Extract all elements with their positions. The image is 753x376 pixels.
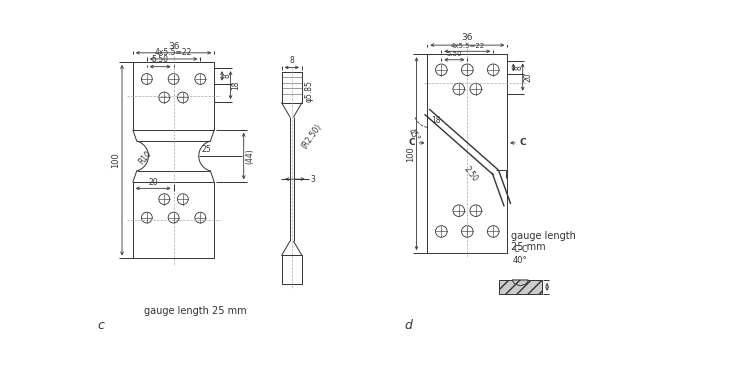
Text: 5.50: 5.50 — [447, 52, 462, 58]
Polygon shape — [513, 280, 528, 285]
Polygon shape — [513, 280, 528, 285]
Text: 5.50: 5.50 — [151, 55, 169, 64]
Text: 20: 20 — [523, 72, 532, 82]
Text: 8: 8 — [514, 65, 523, 70]
Text: 3: 3 — [311, 174, 316, 183]
Text: 4x5.5=22: 4x5.5=22 — [450, 43, 484, 49]
Text: c: c — [97, 318, 104, 332]
Text: 36: 36 — [462, 33, 473, 42]
Text: R10: R10 — [137, 149, 154, 166]
Text: d: d — [404, 318, 412, 332]
Text: 18: 18 — [231, 80, 240, 90]
Text: C: C — [520, 138, 526, 147]
Text: 4x5.5=22: 4x5.5=22 — [155, 48, 192, 57]
Text: 8: 8 — [289, 56, 294, 65]
Text: (R2.50): (R2.50) — [300, 122, 324, 150]
Text: 25: 25 — [201, 145, 211, 154]
Text: C-C
40°: C-C 40° — [513, 245, 528, 265]
Text: gauge length 25 mm: gauge length 25 mm — [144, 306, 246, 316]
Text: C: C — [408, 138, 415, 147]
Text: 8: 8 — [223, 74, 232, 78]
Polygon shape — [499, 280, 541, 294]
Text: gauge length
25 mm: gauge length 25 mm — [511, 230, 576, 252]
Text: 36: 36 — [168, 41, 179, 50]
Text: φ5.85: φ5.85 — [304, 80, 313, 102]
Text: 18: 18 — [431, 116, 441, 125]
Text: (44): (44) — [245, 148, 255, 164]
Text: 2.50: 2.50 — [462, 164, 480, 183]
Text: 45°: 45° — [406, 127, 421, 143]
Text: 100: 100 — [406, 146, 415, 162]
Text: 20: 20 — [148, 178, 158, 187]
Text: 100: 100 — [111, 152, 120, 168]
